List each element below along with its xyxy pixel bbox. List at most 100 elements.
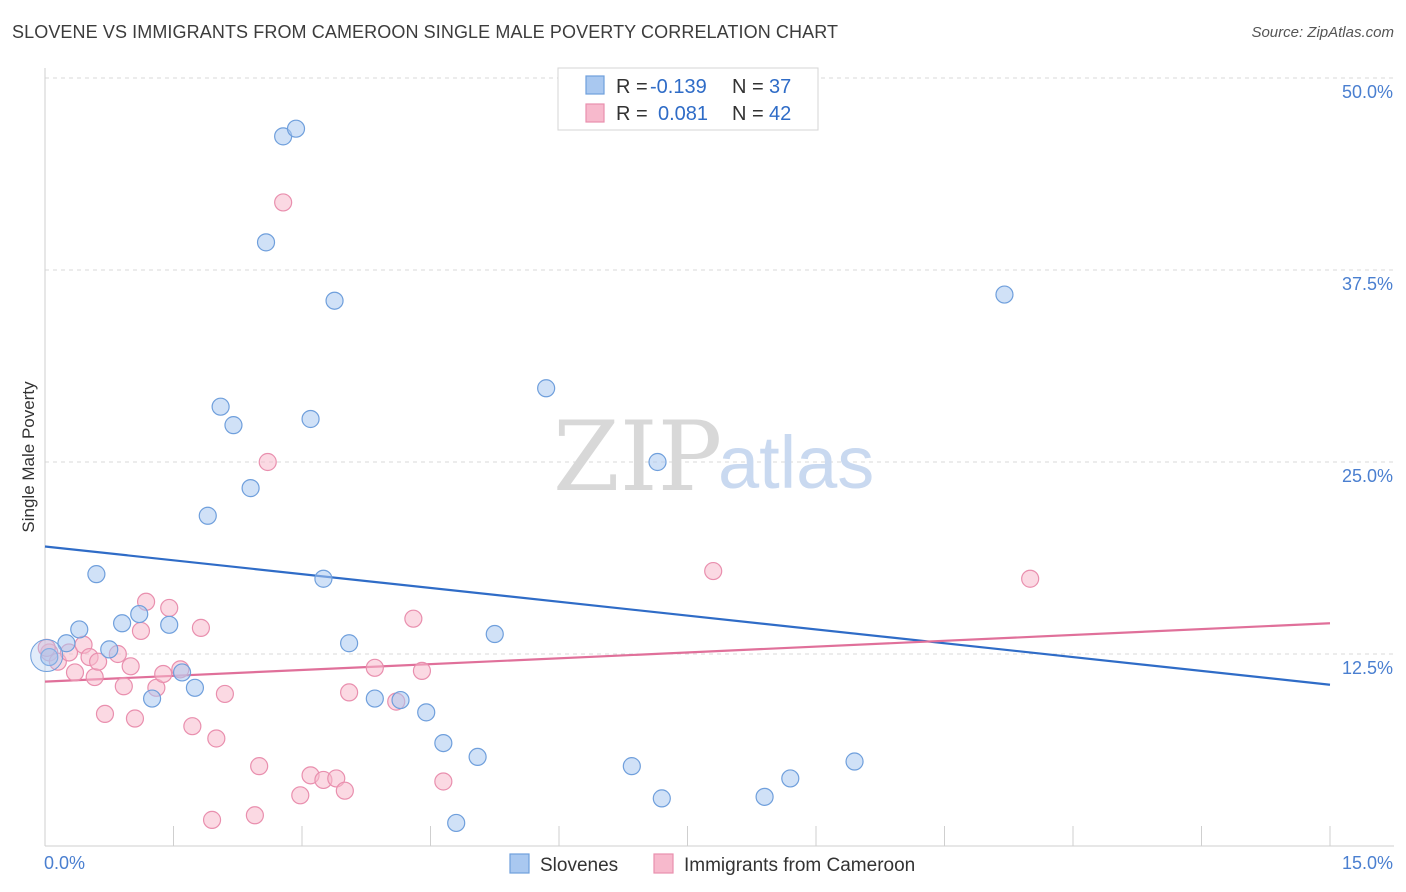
x-tick-label-max: 15.0% bbox=[1342, 853, 1393, 873]
cameroon-point bbox=[258, 452, 277, 472]
trendline-slovenes bbox=[44, 545, 1331, 686]
cameroon-point bbox=[160, 598, 179, 618]
slovenes-point bbox=[160, 615, 179, 634]
slovenes-point bbox=[781, 769, 800, 788]
slovenes-point bbox=[70, 620, 89, 639]
slovenes-point bbox=[995, 285, 1014, 304]
y-tick-label: 50.0% bbox=[1342, 82, 1393, 102]
cameroon-point bbox=[114, 677, 133, 696]
cameroon-point bbox=[335, 781, 354, 800]
slovenes-point bbox=[100, 640, 119, 659]
series-legend-label-cameroon: Immigrants from Cameroon bbox=[684, 855, 915, 876]
slovenes-point bbox=[622, 757, 641, 776]
y-tick-label-layer: 12.5% 25.0% 37.5% 50.0% bbox=[1342, 82, 1393, 678]
slovenes-point bbox=[434, 733, 453, 753]
watermark-zip: ZIP bbox=[553, 401, 722, 513]
slovenes-point bbox=[172, 663, 192, 682]
legend-n-label-slovenes: N = bbox=[732, 76, 764, 98]
series-legend-label-slovenes: Slovenes bbox=[540, 855, 618, 876]
legend-swatch-cameroon bbox=[585, 103, 605, 123]
series-legend-swatch-slovenes bbox=[509, 853, 530, 874]
chart-title: SLOVENE VS IMMIGRANTS FROM CAMEROON SING… bbox=[12, 22, 839, 42]
slovenes-point bbox=[391, 690, 410, 710]
legend-n-value-cameroon: 42 bbox=[769, 103, 791, 125]
cameroon-point bbox=[434, 772, 453, 791]
slovenes-point bbox=[142, 689, 162, 708]
legend-n-value-slovenes: 37 bbox=[769, 76, 791, 98]
cameroon-point bbox=[340, 683, 359, 702]
slovenes-point bbox=[224, 416, 243, 435]
cameroon-point bbox=[131, 621, 151, 641]
slovenes-point bbox=[112, 614, 132, 633]
cameroon-point bbox=[65, 663, 85, 682]
slovenes-point bbox=[314, 569, 333, 588]
trend-layer bbox=[44, 545, 1331, 686]
cameroon-point bbox=[327, 769, 346, 788]
slovenes-point bbox=[648, 452, 667, 472]
cameroon-point bbox=[121, 657, 140, 676]
legend-r-value-cameroon: 0.081 bbox=[658, 103, 708, 125]
cameroon-point bbox=[202, 810, 222, 829]
slovenes-point bbox=[87, 565, 106, 584]
cameroon-point bbox=[154, 664, 173, 684]
y-axis-title: Single Male Poverty bbox=[19, 381, 38, 533]
cameroon-point bbox=[183, 717, 202, 736]
slovenes-point bbox=[485, 624, 504, 644]
watermark: ZIP atlas bbox=[553, 401, 874, 513]
cameroon-point bbox=[412, 661, 432, 680]
source-label: Source: ZipAtlas.com bbox=[1251, 24, 1394, 41]
y-tick-label: 25.0% bbox=[1342, 466, 1393, 486]
slovenes-point bbox=[468, 747, 487, 767]
slovenes-point bbox=[198, 506, 217, 525]
series-legend: Slovenes Immigrants from Cameroon bbox=[509, 853, 915, 876]
slovenes-point bbox=[417, 703, 436, 722]
cameroon-point bbox=[274, 193, 293, 212]
slovenes-point bbox=[755, 787, 774, 806]
x-tick-label-min: 0.0% bbox=[44, 853, 85, 873]
slovenes-point bbox=[185, 678, 205, 697]
cameroon-point bbox=[1021, 569, 1040, 588]
cameroon-point bbox=[95, 704, 115, 724]
slovenes-point bbox=[365, 689, 384, 708]
slovenes-point bbox=[256, 233, 276, 252]
series-slovenes-points bbox=[30, 119, 1014, 833]
cameroon-point bbox=[85, 667, 104, 687]
slovenes-point bbox=[325, 291, 344, 310]
legend-r-value-slovenes: -0.139 bbox=[650, 76, 707, 98]
y-tick-label: 37.5% bbox=[1342, 274, 1393, 294]
cameroon-point bbox=[704, 561, 723, 581]
x-tick-layer bbox=[44, 826, 1331, 846]
slovenes-point bbox=[286, 119, 306, 138]
watermark-atlas: atlas bbox=[718, 421, 874, 504]
slovenes-point bbox=[301, 409, 320, 429]
slovenes-point bbox=[340, 634, 359, 653]
slovenes-point bbox=[40, 647, 59, 667]
legend-swatch-slovenes bbox=[585, 75, 605, 95]
cameroon-point bbox=[245, 806, 264, 825]
trendline-immigrants-from-cameroon bbox=[44, 622, 1331, 683]
slovenes-point bbox=[211, 397, 230, 416]
cameroon-point bbox=[250, 757, 269, 776]
cameroon-point bbox=[291, 786, 310, 805]
slovenes-point bbox=[130, 604, 149, 624]
correlation-legend: R = -0.139 N = 37 R = 0.081 N = 42 bbox=[557, 67, 819, 131]
cameroon-point bbox=[125, 709, 145, 728]
cameroon-point bbox=[215, 684, 234, 704]
slovenes-point bbox=[537, 379, 556, 398]
slovenes-point bbox=[57, 634, 76, 653]
slovenes-point-cluster bbox=[30, 639, 64, 673]
series-immigrants-from-cameroon-points bbox=[37, 193, 1040, 829]
series-legend-swatch-cameroon bbox=[653, 853, 674, 874]
cameroon-point bbox=[207, 729, 226, 748]
slovenes-point bbox=[845, 752, 864, 771]
slovenes-point bbox=[241, 479, 260, 498]
cameroon-point bbox=[365, 658, 384, 677]
legend-n-label-cameroon: N = bbox=[732, 103, 764, 125]
axis-layer bbox=[44, 68, 1394, 847]
cameroon-point bbox=[89, 652, 108, 671]
slovenes-point bbox=[652, 789, 671, 808]
y-tick-label: 12.5% bbox=[1342, 658, 1393, 678]
legend-r-label-slovenes: R = bbox=[616, 76, 648, 98]
cameroon-point bbox=[404, 609, 423, 628]
